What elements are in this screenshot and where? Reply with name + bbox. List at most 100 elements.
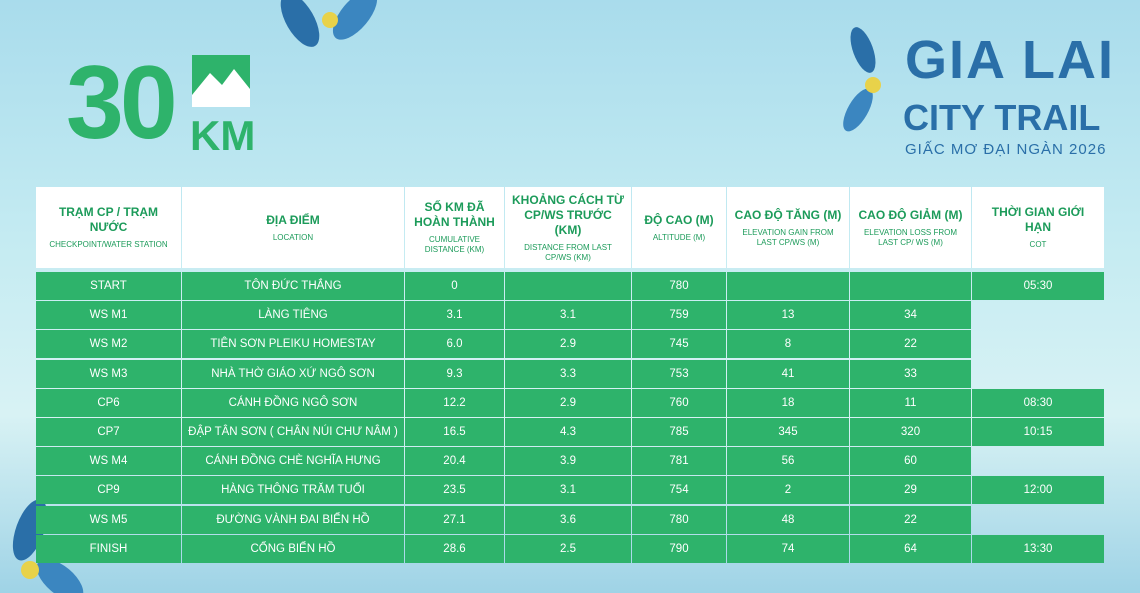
header-subtitle: ELEVATION GAIN FROM LAST CP/WS (M) <box>742 227 834 247</box>
logo-mountain <box>192 55 250 107</box>
table-cell: 9.3 <box>405 359 504 388</box>
table-cell: 2.9 <box>505 330 631 359</box>
header-title: THỜI GIAN GIỚI HẠN <box>991 205 1085 234</box>
header-cell: CAO ĐỘ GIẢM (M) ELEVATION LOSS FROM LAST … <box>850 187 971 268</box>
header-subtitle: ELEVATION LOSS FROM LAST CP/ WS (M) <box>863 227 958 247</box>
table-cell: 753 <box>632 359 726 388</box>
header-title: CAO ĐỘ TĂNG (M) <box>734 207 842 222</box>
table-cell: 12:00 <box>972 476 1104 505</box>
table-cell: WS M4 <box>36 447 181 476</box>
table-cell: 3.1 <box>405 301 504 330</box>
table-cell: 16.5 <box>405 418 504 446</box>
table-cell: 23.5 <box>405 476 504 505</box>
logo-unit: KM <box>190 112 256 159</box>
header-title: ĐỊA ĐIỂM <box>266 212 320 227</box>
table-cell: 0 <box>405 272 504 300</box>
header-title: SỐ KM ĐÃ HOÀN THÀNH <box>414 200 495 229</box>
brand-line2: CITY TRAIL <box>903 97 1101 138</box>
table-cell: 759 <box>632 301 726 330</box>
table-cell <box>972 330 1104 358</box>
table-cell: 345 <box>727 418 849 446</box>
table-cell: WS M1 <box>36 301 181 330</box>
table-cell: CÁNH ĐỒNG CHÈ NGHĨA HƯNG <box>182 447 404 476</box>
table-cell: 2.5 <box>505 534 631 563</box>
table-cell: 3.6 <box>505 505 631 534</box>
header-subtitle: COT <box>1029 240 1047 249</box>
table-cell: 29 <box>850 476 971 505</box>
table-cell: 3.3 <box>505 359 631 388</box>
table-cell: FINISH <box>36 534 181 563</box>
table-cell <box>972 447 1104 475</box>
header-cell: SỐ KM ĐÃ HOÀN THÀNH CUMULATIVE DISTANCE (… <box>405 187 504 268</box>
table-cell: 745 <box>632 330 726 359</box>
header-cell: ĐỘ CAO (M) ALTITUDE (M) <box>632 187 726 268</box>
table-cell: WS M5 <box>36 505 181 534</box>
table-cell: 64 <box>850 534 971 563</box>
header-title: CAO ĐỘ GIẢM (M) <box>858 207 963 222</box>
table-cell: 22 <box>850 330 971 359</box>
table-cell: HÀNG THÔNG TRĂM TUỔI <box>182 476 404 505</box>
table-cell: 2 <box>727 476 849 505</box>
header-cell: ĐỊA ĐIỂM LOCATION <box>182 187 404 268</box>
table-cell: NHÀ THỜ GIÁO XỨ NGÔ SƠN <box>182 359 404 388</box>
table-cell: 790 <box>632 534 726 563</box>
brand-tagline: GIẤC MƠ ĐẠI NGÀN 2026 <box>905 141 1107 158</box>
table-cell: 22 <box>850 505 971 534</box>
table-cell: 3.1 <box>505 476 631 505</box>
logo-distance: 30 <box>66 45 178 161</box>
table-cell: CỔNG BIỂN HỒ <box>182 534 404 563</box>
table-cell <box>850 272 971 300</box>
table-cell: 27.1 <box>405 505 504 534</box>
table-cell: 05:30 <box>972 272 1104 300</box>
table-cell <box>972 360 1104 388</box>
header-subtitle: CUMULATIVE DISTANCE (KM) <box>424 235 485 254</box>
header-cell: KHOẢNG CÁCH TỪ CP/WS TRƯỚC (KM) DISTANCE … <box>505 187 631 268</box>
table-cell: ĐƯỜNG VÀNH ĐAI BIỂN HỒ <box>182 505 404 534</box>
table-cell: ĐẬP TÂN SƠN ( CHÂN NÚI CHƯ NÂM ) <box>182 418 404 446</box>
table-cell <box>972 301 1104 329</box>
table-cell: START <box>36 272 181 300</box>
header-subtitle: CHECKPOINT/WATER STATION <box>49 240 168 249</box>
brand-line1: GIA LAI <box>905 30 1115 90</box>
table-cell: 3.1 <box>505 301 631 330</box>
table-cell: 754 <box>632 476 726 505</box>
table-cell: 74 <box>727 534 849 563</box>
header-cell: THỜI GIAN GIỚI HẠN COT <box>972 187 1104 268</box>
table-cell: 20.4 <box>405 447 504 476</box>
brand-flower <box>843 27 881 132</box>
table-cell <box>972 506 1104 534</box>
flower-decoration <box>280 0 378 47</box>
table-cell <box>727 272 849 300</box>
header-subtitle: LOCATION <box>272 232 314 242</box>
header-cell: CAO ĐỘ TĂNG (M) ELEVATION GAIN FROM LAST … <box>727 187 849 268</box>
table-cell: 3.9 <box>505 447 631 476</box>
table-cell: 12.2 <box>405 388 504 417</box>
table-cell: 56 <box>727 447 849 476</box>
table-cell: CÁNH ĐỒNG NGÔ SƠN <box>182 388 404 417</box>
table-cell: 41 <box>727 359 849 388</box>
table-cell: CP6 <box>36 388 181 417</box>
table-cell: 60 <box>850 447 971 476</box>
table-cell: 4.3 <box>505 418 631 446</box>
table-cell: 08:30 <box>972 388 1104 417</box>
table-cell: CP7 <box>36 418 181 446</box>
table-cell: 13 <box>727 301 849 330</box>
table-cell: WS M2 <box>36 330 181 359</box>
table-cell: 48 <box>727 505 849 534</box>
table-cell: CP9 <box>36 476 181 505</box>
table-cell: 13:30 <box>972 534 1104 563</box>
header-title: KHOẢNG CÁCH TỪ CP/WS TRƯỚC (KM) <box>512 192 624 237</box>
table-cell: WS M3 <box>36 359 181 388</box>
table-cell: 785 <box>632 418 726 446</box>
table-cell: 760 <box>632 388 726 417</box>
table-cell: 11 <box>850 388 971 417</box>
header-subtitle: DISTANCE FROM LAST CP/WS (KM) <box>524 242 612 262</box>
table-cell: 10:15 <box>972 418 1104 446</box>
table-cell: 34 <box>850 301 971 330</box>
table-cell: 780 <box>632 272 726 300</box>
table-cell: 33 <box>850 359 971 388</box>
table-cell: 781 <box>632 447 726 476</box>
header-title: TRẠM CP / TRẠM NƯỚC <box>58 205 159 234</box>
table-cell: 18 <box>727 388 849 417</box>
